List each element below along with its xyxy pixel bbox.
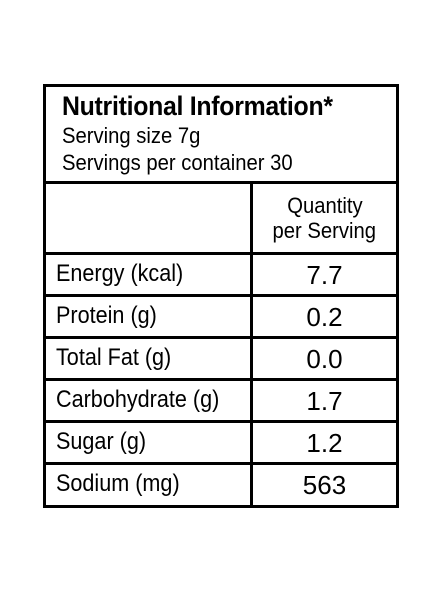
- nutrient-label: Carbohydrate (g): [56, 386, 220, 413]
- serving-size: Serving size 7g: [62, 123, 201, 148]
- table-row: Total Fat (g) 0.0: [46, 336, 396, 378]
- table-row: Sugar (g) 1.2: [46, 420, 396, 462]
- nutrient-label: Sodium (mg): [56, 470, 180, 497]
- nutrient-value: 563: [302, 470, 347, 500]
- table-row: Protein (g) 0.2: [46, 294, 396, 336]
- quantity-header-line1: Quantity: [286, 193, 363, 218]
- table-row: Energy (kcal) 7.7: [46, 252, 396, 294]
- quantity-header-line2: per Serving: [272, 218, 377, 243]
- panel-header: Nutritional Information* Serving size 7g…: [46, 87, 396, 184]
- table-row: Carbohydrate (g) 1.7: [46, 378, 396, 420]
- table-row: Sodium (mg) 563: [46, 462, 396, 504]
- quantity-per-serving-header: Quantity per Serving: [253, 184, 396, 252]
- nutrient-value: 0.2: [306, 302, 343, 332]
- nutrient-value: 1.2: [306, 428, 343, 458]
- servings-per-container: Servings per container 30: [62, 150, 293, 175]
- nutrition-facts-panel: Nutritional Information* Serving size 7g…: [43, 84, 399, 508]
- nutrient-label: Total Fat (g): [56, 344, 172, 371]
- nutrient-label: Protein (g): [56, 302, 157, 329]
- nutrient-value: 7.7: [306, 260, 343, 290]
- column-divider: [250, 181, 253, 505]
- nutrient-label: Sugar (g): [56, 428, 147, 455]
- nutrient-value: 0.0: [306, 344, 343, 374]
- nutrient-label: Energy (kcal): [56, 260, 184, 287]
- nutrient-value: 1.7: [306, 386, 343, 416]
- panel-title: Nutritional Information*: [62, 91, 333, 121]
